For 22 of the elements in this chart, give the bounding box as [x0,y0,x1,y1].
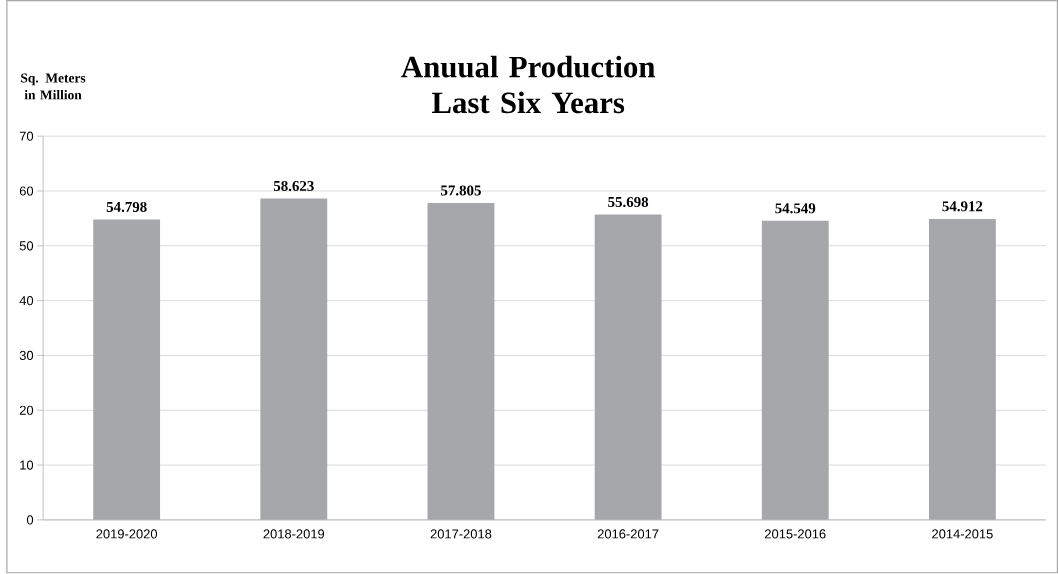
x-tick-label: 2015-2016 [765,529,826,539]
y-tick-label: 40 [19,296,34,306]
data-label: 55.698 [608,197,649,208]
data-label: 58.623 [273,181,314,192]
y-tick-label: 20 [19,405,34,416]
x-tick-label: 2014-2015 [932,529,993,539]
x-tick-label: 2019-2020 [96,529,158,539]
y-tick-label: 70 [19,131,34,141]
y-tick-label: 60 [19,186,34,196]
y-axis-title: Sq. Meters in Million [21,73,86,100]
data-label: 57.805 [441,185,481,196]
chart-title: Anuual Production Last Six Years [401,55,656,114]
y-tick-label: 50 [19,241,34,251]
y-tick-label: 10 [20,460,34,470]
x-tick-label: 2017-2018 [430,529,492,539]
y-tick-label: 30 [19,351,34,361]
y-tick-label: 0 [26,515,34,525]
x-tick-label: 2016-2017 [597,529,659,539]
data-label: 54.912 [942,201,983,212]
x-tick-label: 2018-2019 [263,529,325,539]
data-label: 54.549 [775,203,816,214]
data-label: 54.798 [106,202,147,213]
